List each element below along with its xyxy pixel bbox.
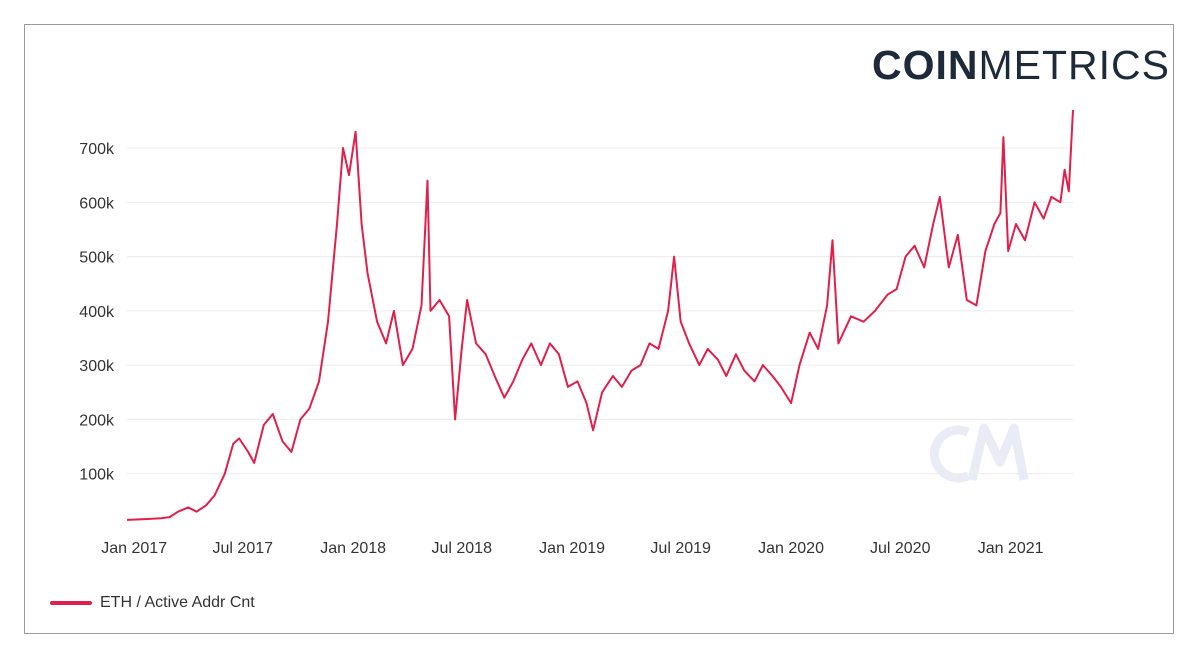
gridlines [127, 147, 1073, 475]
x-tick-label: Jan 2019 [539, 540, 605, 557]
x-axis-ticks: Jan 2017 Jul 2017 Jan 2018 Jul 2018 Jan 2019… [101, 540, 1043, 557]
x-tick-label: Jan 2020 [758, 540, 824, 557]
cm-watermark-m [967, 423, 1029, 482]
series-lines [126, 109, 1074, 521]
series-line-0[interactable] [126, 109, 1074, 521]
y-tick-label: 700k [79, 141, 115, 158]
y-tick-label: 400k [79, 304, 115, 321]
y-tick-label: 600k [79, 195, 115, 212]
legend-label: ETH / Active Addr Cnt [100, 594, 255, 611]
cm-watermark-c [929, 425, 970, 483]
chart-frame [24, 24, 1174, 634]
y-tick-label: 200k [79, 412, 115, 429]
x-tick-label: Jan 2018 [320, 540, 386, 557]
x-tick-label: Jul 2019 [650, 540, 711, 557]
x-tick-label: Jul 2020 [870, 540, 931, 557]
x-tick-label: Jan 2021 [978, 540, 1044, 557]
y-axis-ticks: 100k 200k 300k 400k 500k 600k 700k [79, 141, 115, 484]
y-tick-label: 500k [79, 250, 115, 267]
x-tick-label: Jul 2018 [431, 540, 492, 557]
x-tick-label: Jan 2017 [101, 540, 167, 557]
logo-light-text: METRICS [978, 42, 1170, 88]
x-tick-label: Jul 2017 [213, 540, 274, 557]
y-tick-label: 100k [79, 467, 115, 484]
cm-watermark-icon [929, 423, 1029, 483]
coinmetrics-logo: COINMETRICS [872, 42, 1170, 89]
y-tick-label: 300k [79, 358, 115, 375]
legend-swatch [50, 601, 92, 605]
logo-bold-text: COIN [872, 42, 979, 88]
legend[interactable]: ETH / Active Addr Cnt [50, 594, 255, 612]
